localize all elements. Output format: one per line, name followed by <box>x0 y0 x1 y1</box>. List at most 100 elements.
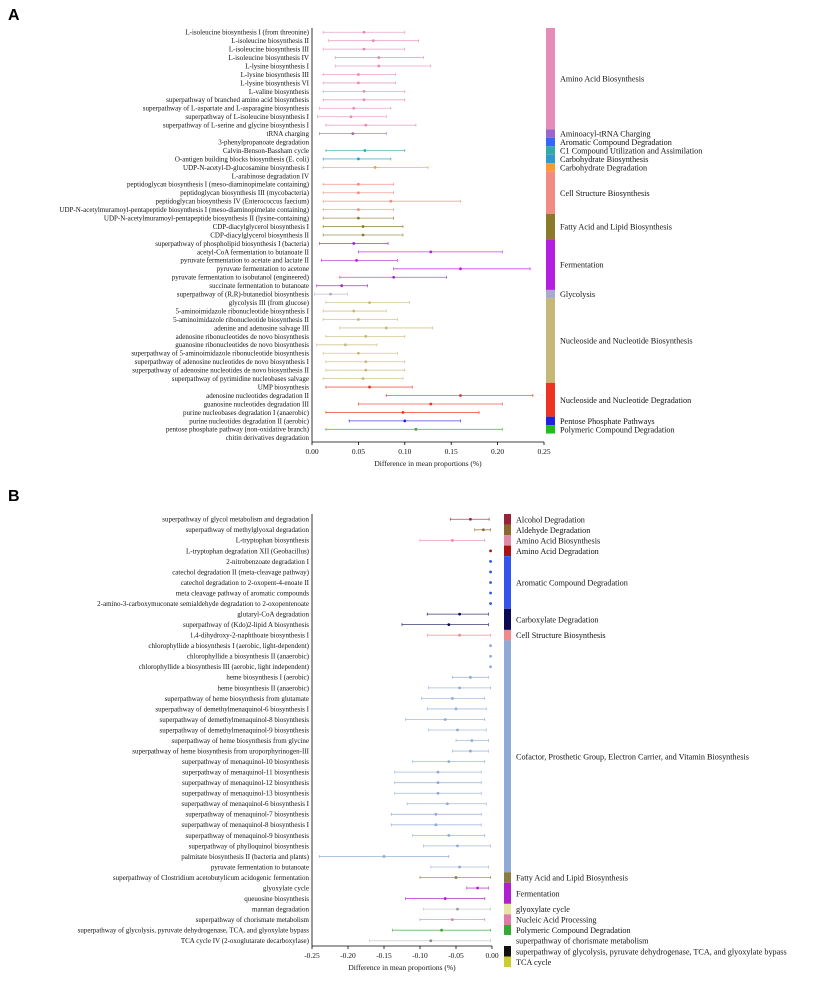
mean-point <box>389 199 393 203</box>
category-label: Fatty Acid and Lipid Biosynthesis <box>560 223 672 232</box>
mean-point <box>357 182 360 186</box>
mean-point <box>456 907 459 911</box>
x-axis-label: Difference in mean proportions (%) <box>348 963 456 972</box>
mean-point <box>436 781 440 785</box>
category-label: Alcohol Degradation <box>516 515 585 524</box>
mean-point <box>489 549 492 553</box>
pathway-label: CDP-diacylglycerol biosynthesis I <box>213 223 310 231</box>
mean-point <box>355 258 358 262</box>
x-tick-label: 0.25 <box>537 447 550 456</box>
x-tick-label: 0.00 <box>485 951 498 960</box>
category-label: Amino Acid Degradation <box>516 547 599 556</box>
mean-point <box>445 802 449 806</box>
mean-point <box>357 216 360 220</box>
pathway-label: superpathway of heme biosynthesis from u… <box>132 747 309 755</box>
pathway-label: superpathway of demethylmenaquinol-9 bio… <box>160 726 310 734</box>
mean-point <box>451 538 454 542</box>
pathway-label: tRNA charging <box>267 130 310 138</box>
category-color-bar <box>546 28 555 130</box>
mean-point <box>362 30 366 34</box>
mean-point <box>361 225 365 228</box>
mean-point <box>436 791 440 795</box>
pathway-label: superpathway of menaquinol-6 biosynthesi… <box>181 800 309 808</box>
x-axis-label: Difference in mean proportions (%) <box>374 459 482 468</box>
pathway-label: superpathway of phylloquinol biosynthesi… <box>189 842 310 850</box>
pathway-label: superpathway of adenosine nucleotides de… <box>135 358 310 366</box>
mean-point <box>362 47 366 51</box>
category-color-bar <box>504 545 511 557</box>
mean-point <box>447 760 451 764</box>
pathway-label: purine nucleotides degradation II (aerob… <box>189 417 309 425</box>
mean-point <box>429 402 433 406</box>
mean-point <box>454 876 458 879</box>
pathway-label: 5-aminoimidazole ribonucleotide biosynth… <box>173 316 310 324</box>
x-tick-label: 0.20 <box>491 447 504 456</box>
pathway-label: superpathway of menaquinol-7 biosynthesi… <box>186 811 310 819</box>
mean-point <box>489 665 492 669</box>
category-label: Aromatic Compound Degradation <box>516 578 628 587</box>
pathway-label: meta cleavage pathway of aromatic compou… <box>176 589 309 597</box>
mean-point <box>368 385 371 389</box>
mean-point <box>451 918 454 922</box>
pathway-label: peptidoglycan biosynthesis I (meso-diami… <box>127 181 310 189</box>
category-label: Fatty Acid and Lipid Biosynthesis <box>516 874 628 883</box>
mean-point <box>443 718 447 721</box>
category-label: Nucleoside and Nucleotide Biosynthesis <box>560 337 693 346</box>
mean-point <box>340 284 344 288</box>
category-color-bar <box>504 924 511 936</box>
category-label: superpathway of glycolysis, pyruvate deh… <box>516 947 787 956</box>
mean-point <box>456 728 459 732</box>
pathway-label: guanosine ribonucleotides de novo biosyn… <box>175 341 309 349</box>
pathway-label: succinate fermentation to butanoate <box>209 282 309 290</box>
mean-point <box>429 250 433 254</box>
pathway-label: pyruvate fermentation to isobutanol (eng… <box>172 274 310 282</box>
category-color-bar <box>504 535 511 546</box>
pathway-label: superpathway of menaquinol-13 biosynthes… <box>182 790 309 798</box>
mean-point <box>364 123 368 127</box>
pathway-label: catechol degradation II (meta-cleavage p… <box>172 568 309 576</box>
mean-point <box>459 267 462 271</box>
pathway-label: pyruvate fermentation to acetate and lac… <box>180 257 309 265</box>
mean-point <box>364 368 368 372</box>
mean-point <box>349 115 353 119</box>
category-label: glyoxylate cycle <box>516 905 570 914</box>
category-label: Amino Acid Biosynthesis <box>560 75 644 84</box>
x-tick-label: 0.05 <box>352 447 365 456</box>
pathway-label: L-tryptophan biosynthesis <box>236 537 310 545</box>
pathway-label: adenine and adenosine salvage III <box>214 324 310 332</box>
pathway-label: superpathway of Clostridium acetobutylic… <box>113 874 310 882</box>
pathway-label: glycolysis III (from glucose) <box>229 299 310 307</box>
mean-point <box>414 427 418 431</box>
mean-point <box>458 633 461 637</box>
pathway-label: guanosine nucleotides degradation III <box>203 400 309 408</box>
x-tick-label: -0.10 <box>412 951 428 960</box>
category-color-bar <box>546 213 555 240</box>
category-label: Polymeric Compound Degradation <box>516 926 631 935</box>
mean-point <box>361 233 365 237</box>
category-color-bar <box>504 946 511 957</box>
mean-point <box>451 696 454 700</box>
mean-point <box>489 560 492 563</box>
mean-point <box>364 360 368 364</box>
pathway-label: superpathway of pyrimidine nucleobases s… <box>172 375 309 383</box>
mean-point <box>373 166 377 169</box>
pathway-label: superpathway of branched amino acid bios… <box>166 96 309 104</box>
mean-point <box>489 581 492 584</box>
x-tick-label: 0.10 <box>398 447 411 456</box>
pathway-label: 5-aminoimidazole ribonucleotide biosynth… <box>175 307 309 315</box>
category-color-bar <box>546 129 555 138</box>
category-label: Carbohydrate Degradation <box>560 163 647 172</box>
mean-point <box>357 208 360 212</box>
pathway-label: L-lysine biosynthesis I <box>245 62 309 70</box>
mean-point <box>364 334 368 338</box>
category-color-bar <box>504 524 511 536</box>
pathway-label: superpathway of heme biosynthesis from g… <box>165 695 309 703</box>
category-color-bar <box>546 154 555 164</box>
pathway-label: pyruvate fermentation to butanoate <box>211 863 309 871</box>
pathway-label: mannan degradation <box>252 906 309 914</box>
pathway-label: superpathway of L-isoleucine biosynthesi… <box>185 113 309 121</box>
pathway-label: catechol degradation to 2-oxopent-4-enoa… <box>181 579 310 587</box>
category-label: Polymeric Compound Degradation <box>560 425 675 434</box>
mean-point <box>470 739 474 742</box>
pathway-label: O-antigen building blocks biosynthesis (… <box>175 155 310 163</box>
